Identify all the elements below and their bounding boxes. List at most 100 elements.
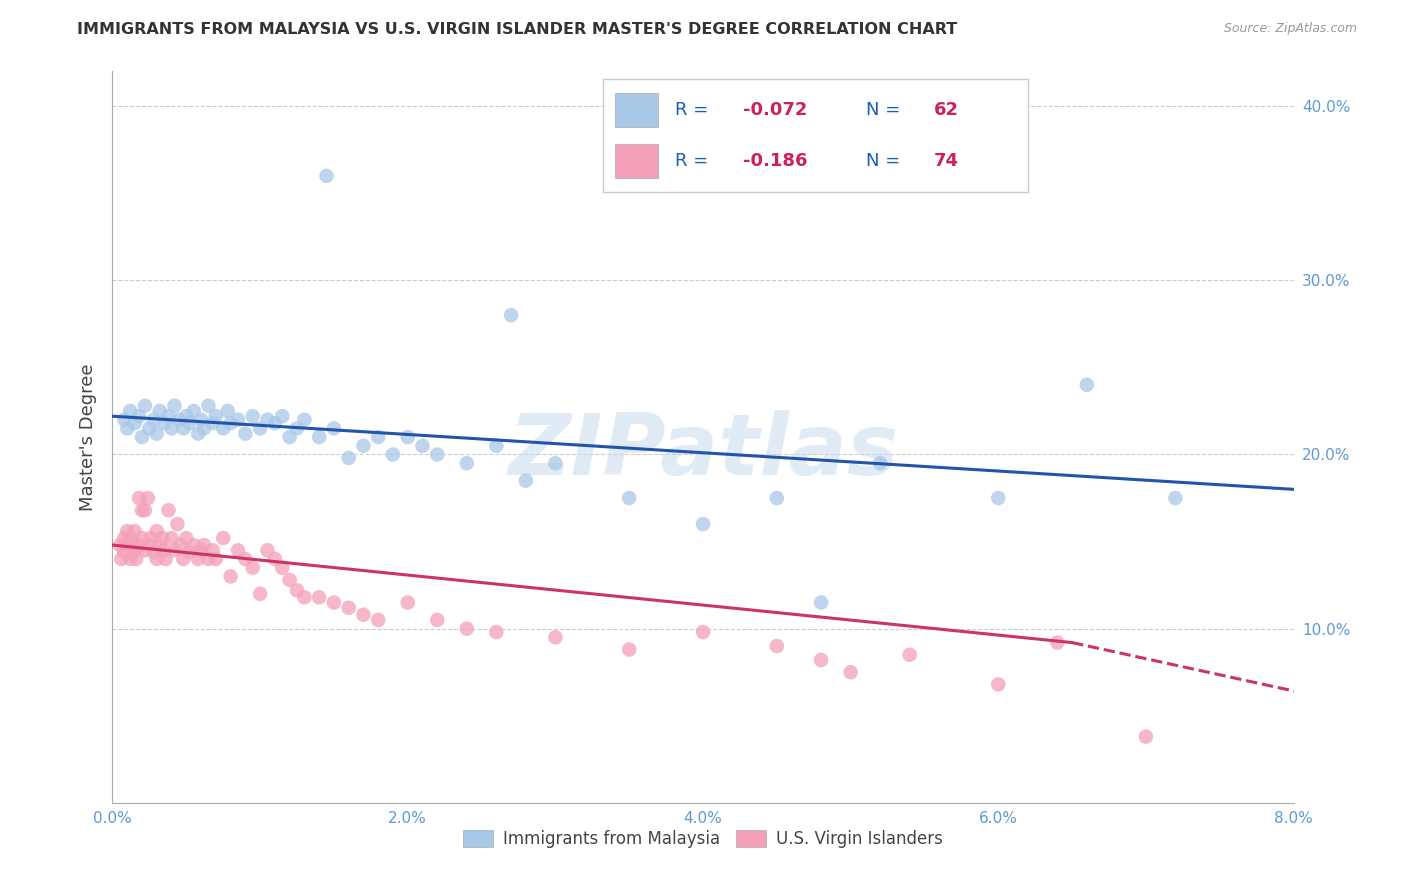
Point [152,531,174,545]
Point [367,613,389,627]
Point [157,409,180,424]
Point [987,677,1010,691]
Point [619,491,641,505]
Point [112,412,135,426]
Point [193,538,215,552]
Point [292,412,315,426]
Point [201,543,224,558]
Text: IMMIGRANTS FROM MALAYSIA VS U.S. VIRGIN ISLANDER MASTER'S DEGREE CORRELATION CHA: IMMIGRANTS FROM MALAYSIA VS U.S. VIRGIN … [77,22,957,37]
Point [1164,491,1187,505]
Point [117,524,138,538]
Point [153,543,176,558]
Point [544,631,567,645]
Point [179,545,201,559]
Point [264,552,287,566]
Point [117,421,138,435]
Point [179,416,201,430]
Point [174,409,197,424]
Point [323,421,346,435]
Point [810,595,832,609]
Point [352,607,374,622]
Point [810,653,832,667]
Point [128,409,150,424]
Point [167,412,190,426]
Point [426,448,449,462]
Point [217,404,239,418]
Point [134,543,156,558]
Point [485,439,508,453]
Point [205,409,228,424]
Point [205,552,228,566]
Point [138,538,160,552]
Point [226,543,249,558]
Point [396,595,419,609]
Point [249,587,271,601]
Point [201,416,224,430]
Point [337,450,360,465]
Point [166,517,188,532]
Point [157,503,180,517]
Point [155,552,177,566]
Text: Source: ZipAtlas.com: Source: ZipAtlas.com [1223,22,1357,36]
Point [163,399,186,413]
Point [142,412,165,426]
Point [501,308,523,322]
Point [146,426,169,441]
Point [187,426,209,441]
Point [987,491,1010,505]
Point [125,552,148,566]
Point [117,538,138,552]
Point [285,583,308,598]
Point [197,399,219,413]
Point [169,538,191,552]
Point [146,524,169,538]
Point [315,169,337,183]
Point [456,456,478,470]
Point [271,560,294,574]
Point [242,560,264,574]
Point [131,430,153,444]
Point [139,531,162,545]
Point [485,625,508,640]
Point [544,456,567,470]
Point [1135,730,1157,744]
Point [323,595,346,609]
Point [149,538,172,552]
Text: ZIPatlas: ZIPatlas [508,410,898,493]
Point [308,591,330,605]
Point [131,531,153,545]
Point [110,552,132,566]
Point [112,545,135,559]
Point [146,552,169,566]
Point [249,421,271,435]
Point [149,404,172,418]
Y-axis label: Master's Degree: Master's Degree [79,363,97,511]
Point [197,552,219,566]
Point [122,545,145,559]
Point [174,531,197,545]
Point [869,456,891,470]
Point [160,421,183,435]
Point [619,642,641,657]
Point [128,491,150,505]
Point [112,531,135,545]
Point [839,665,862,680]
Point [193,421,215,435]
Point [765,491,787,505]
Point [226,412,249,426]
Point [187,552,209,566]
Point [142,545,165,559]
Point [1046,635,1069,649]
Point [256,412,278,426]
Point [120,404,142,418]
Point [128,538,150,552]
Point [120,552,142,566]
Point [172,552,194,566]
Point [134,503,156,517]
Point [396,430,419,444]
Point [212,421,235,435]
Point [219,569,242,583]
Point [264,416,287,430]
Point [426,613,449,627]
Point [242,409,264,424]
